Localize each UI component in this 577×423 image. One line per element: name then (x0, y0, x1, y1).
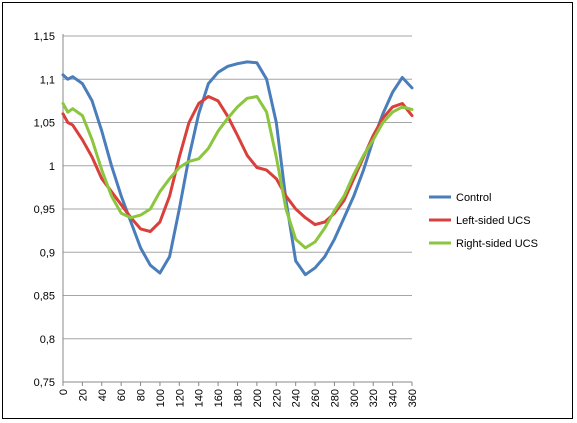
x-tick-label: 80 (136, 389, 148, 401)
series-line-left-sided-ucs (61, 95, 414, 233)
y-tick-label: 0,9 (40, 247, 55, 259)
x-tick-label: 40 (97, 389, 109, 401)
legend: Control Left-sided UCS Right-sided UCS (429, 192, 538, 250)
x-tick-label: 120 (174, 389, 186, 407)
x-tick-label: 180 (233, 389, 245, 407)
series-lines (61, 60, 414, 277)
x-tick-label: 20 (77, 389, 89, 401)
series-line-right-sided-ucs (61, 95, 414, 250)
legend-label: Right-sided UCS (456, 238, 538, 250)
x-tick-label: 340 (388, 389, 400, 407)
x-tick-label: 280 (329, 389, 341, 407)
legend-label: Left-sided UCS (456, 215, 531, 227)
chart-frame: 0,75 0,8 0,85 0,9 0,95 1 1,05 1,1 1,15 0 20 40 60 80… (2, 2, 573, 419)
x-axis-ticks: 0 20 40 60 80 100 120 140 160 180 200 220 240 260 280 3… (58, 382, 419, 407)
x-tick-label: 320 (368, 389, 380, 407)
y-tick-label: 1,05 (34, 118, 55, 130)
x-tick-label: 160 (213, 389, 225, 407)
legend-label: Control (456, 192, 491, 204)
x-tick-label: 260 (310, 389, 322, 407)
y-tick-label: 0,75 (34, 377, 55, 389)
y-tick-label: 0,8 (40, 334, 55, 346)
line-chart: 0,75 0,8 0,85 0,9 0,95 1 1,05 1,1 1,15 0 20 40 60 80… (34, 31, 538, 407)
x-tick-label: 0 (58, 389, 70, 395)
x-tick-label: 60 (116, 389, 128, 401)
x-tick-label: 360 (407, 389, 419, 407)
y-axis-ticks: 0,75 0,8 0,85 0,9 0,95 1 1,05 1,1 1,15 (34, 31, 55, 389)
axes (62, 34, 412, 383)
x-tick-label: 220 (271, 389, 283, 407)
x-tick-label: 240 (291, 389, 303, 407)
y-tick-label: 0,85 (34, 291, 55, 303)
x-tick-label: 200 (252, 389, 264, 407)
y-tick-label: 1 (49, 161, 55, 173)
x-tick-label: 100 (155, 389, 167, 407)
y-tick-label: 1,15 (34, 31, 55, 43)
y-tick-label: 1,1 (40, 74, 55, 86)
grid-lines (63, 35, 412, 340)
x-tick-label: 140 (194, 389, 206, 407)
x-tick-label: 300 (349, 389, 361, 407)
series-line-control (61, 60, 414, 277)
y-tick-label: 0,95 (34, 204, 55, 216)
